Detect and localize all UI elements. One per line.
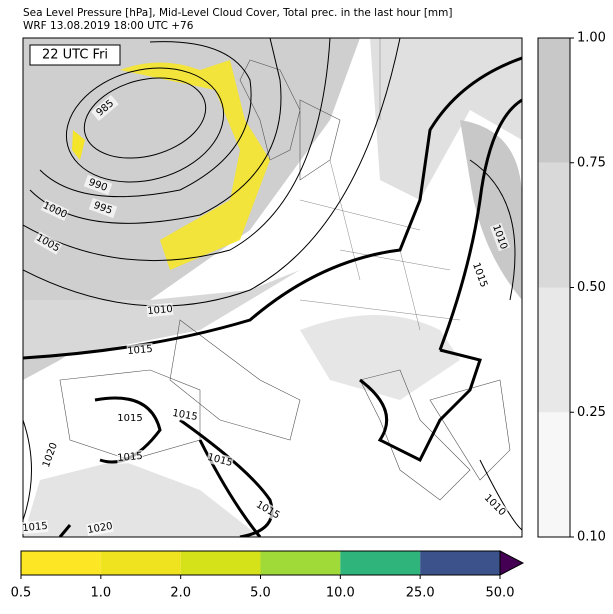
contour-label-bg [481, 491, 509, 519]
contour-label: 1015 [22, 521, 48, 534]
contour-label-bg [83, 174, 113, 196]
precip-area [120, 60, 270, 270]
title: Sea Level Pressure [hPa], Mid-Level Clou… [23, 7, 453, 19]
contour-label-bg [171, 406, 199, 424]
contour-label-bg [205, 450, 235, 470]
cloud-colorbar: 0.10 0.25 0.50 0.75 1.00 [537, 31, 606, 545]
subtitle: WRF 13.08.2019 18:00 UTC +76 [23, 20, 194, 32]
contour-label-bg [40, 199, 70, 221]
colorbar-segment [100, 551, 181, 575]
border [299, 38, 461, 331]
colorbar-tick-label: 50.0 [486, 586, 515, 601]
contour-label-bg [86, 519, 114, 537]
contour-label-bg [33, 231, 63, 255]
contour-label-bg [489, 222, 511, 252]
cloud-area [23, 460, 260, 537]
colorbar-tick-label: 0.25 [577, 405, 606, 420]
colorbar-extend [499, 550, 525, 576]
contour-label-bg [469, 260, 491, 290]
contour-label-bg [21, 519, 49, 535]
contour-label: 1020 [87, 521, 114, 536]
contour-label: 1010 [147, 304, 173, 317]
contour-label-bg [253, 498, 283, 522]
colorbar-segment [21, 551, 101, 575]
map: 22 UTC Fri 98599099510001005101010151015… [21, 37, 523, 538]
colorbar-tick-label: 10.0 [326, 586, 355, 601]
colorbar-segment [260, 551, 341, 575]
contour-label-bg [39, 440, 61, 470]
contour-label-bg [88, 197, 118, 219]
colorbar-tick-label: 1.0 [90, 586, 111, 601]
contour-label: 1015 [171, 408, 198, 423]
map-frame [22, 37, 523, 538]
contour-label-bg [116, 449, 144, 465]
colorbar-segment [538, 287, 570, 413]
contour-label-bg [126, 342, 154, 358]
colorbar-tick-label: 0.5 [11, 586, 32, 601]
colorbar-tick-label: 25.0 [406, 586, 435, 601]
colorbar-segment [538, 412, 570, 537]
colorbar-tick-label: 0.10 [577, 530, 606, 545]
contour-label-bg [117, 412, 143, 424]
colorbar-tick-label: 2.0 [170, 586, 191, 601]
colorbar-segment [538, 38, 570, 163]
cloud-area [23, 38, 360, 380]
colorbar-tick-label: 1.00 [577, 31, 606, 46]
contour-label: 1015 [127, 344, 153, 357]
contour-label-bg [146, 302, 174, 318]
cloud-area [460, 120, 522, 300]
colorbar-tick-label: 0.75 [577, 155, 606, 170]
cloud-area [300, 315, 460, 400]
cloud-area [370, 38, 522, 200]
colorbar-segment [538, 162, 570, 288]
colorbar-tick-label: 0.50 [577, 280, 606, 295]
colorbar-segment [180, 551, 261, 575]
precip-colorbar: 0.5 1.0 2.0 5.0 10.0 25.0 50.0 [11, 550, 525, 601]
colorbar-segment [420, 551, 500, 575]
contour-label-bg [91, 95, 119, 121]
precip-area [72, 130, 85, 160]
colorbar-segment [340, 551, 421, 575]
time-label-box [29, 44, 121, 66]
contour-label: 1015 [117, 413, 142, 424]
colorbar-tick-label: 5.0 [250, 586, 271, 601]
time-label: 22 UTC Fri [42, 48, 108, 63]
contour-label: 1015 [117, 451, 143, 464]
